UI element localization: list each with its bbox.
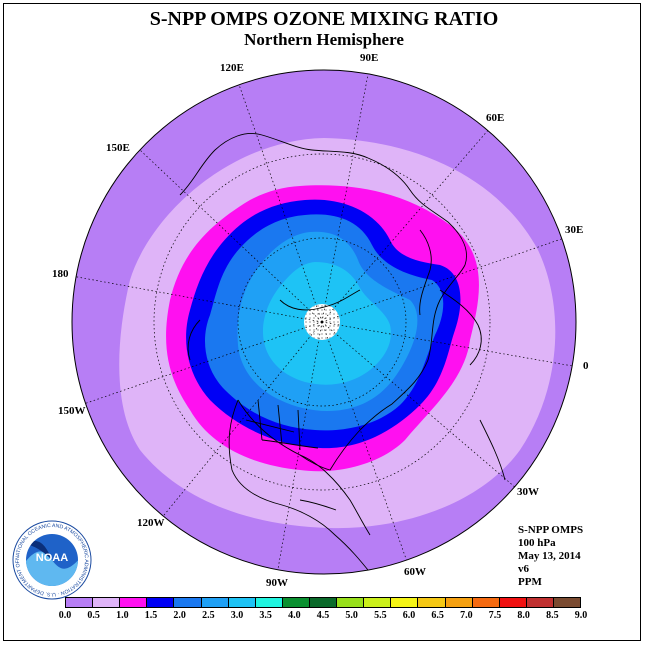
colorbar-ticks: 0.0 0.5 1.0 1.5 2.0 2.5 3.0 3.5 4.0 4.5 5.0 5.5 6.0 6…	[59, 610, 588, 624]
colorbar-segment	[418, 598, 446, 607]
colorbar-segment	[472, 598, 500, 607]
colorbar-segment	[553, 598, 581, 607]
map-subtitle: Northern Hemisphere	[244, 30, 404, 49]
graticule	[72, 70, 576, 574]
noaa-logo: NATIONAL OCEANIC AND ATMOSPHERIC ADMINIS…	[12, 520, 92, 600]
lon-label-150w: 150W	[58, 405, 86, 417]
colorbar-segment	[282, 598, 310, 607]
map-info-block: S-NPP OMPS 100 hPa May 13, 2014 v6 PPM	[518, 524, 583, 589]
lon-label-180: 180	[52, 268, 69, 280]
colorbar-segment	[526, 598, 554, 607]
colorbar-segment	[309, 598, 338, 607]
colorbar-tick-label: 0.5	[87, 610, 100, 621]
colorbar-tick-label: 3.0	[230, 610, 244, 621]
globe-boundary	[71, 69, 577, 575]
colorbar	[65, 597, 581, 608]
colorbar-segment	[255, 598, 283, 607]
colorbar-segment	[499, 598, 527, 607]
colorbar-tick-label: 6.5	[431, 610, 444, 621]
colorbar-segment	[445, 598, 473, 607]
colorbar-segment	[201, 598, 229, 607]
colorbar-tick-label: 7.0	[460, 610, 473, 621]
colorbar-segment	[93, 598, 121, 607]
lon-label-0: 0	[583, 360, 589, 372]
colorbar-tick-label: 4.5	[316, 610, 330, 621]
colorbar-segment	[228, 598, 256, 607]
figure-frame	[3, 3, 641, 641]
colorbar-tick-label: 1.0	[116, 610, 129, 621]
colorbar-tick-label: 2.5	[202, 610, 215, 621]
colorbar-tick-label: 9.0	[574, 610, 588, 621]
lon-label-90e: 90E	[360, 52, 379, 64]
info-version: v6	[518, 563, 529, 575]
lon-label-30w: 30W	[517, 486, 539, 498]
colorbar-segment	[120, 598, 148, 607]
colorbar-tick-label: 5.0	[345, 610, 358, 621]
coastlines	[179, 133, 506, 574]
info-level: 100 hPa	[518, 537, 556, 549]
map-title: S-NPP OMPS OZONE MIXING RATIO	[149, 8, 499, 30]
colorbar-tick-label: 5.5	[374, 610, 387, 621]
colorbar-segment	[391, 598, 419, 607]
info-instrument: S-NPP OMPS	[518, 524, 584, 536]
colorbar-segment	[147, 598, 175, 607]
colorbar-segment	[337, 598, 365, 607]
lon-label-120e: 120E	[220, 62, 244, 74]
colorbar-tick-label: 1.5	[144, 610, 158, 621]
colorbar-segment	[66, 598, 94, 607]
lon-label-150e: 150E	[106, 142, 130, 154]
colorbar-tick-label: 2.0	[173, 610, 186, 621]
colorbar-tick-label: 8.0	[517, 610, 530, 621]
lon-label-60e: 60E	[486, 112, 505, 124]
lon-label-90w: 90W	[266, 577, 288, 589]
lon-label-30e: 30E	[565, 224, 584, 236]
colorbar-segment	[174, 598, 202, 607]
info-date: May 13, 2014	[518, 550, 581, 562]
colorbar-tick-label: 8.5	[546, 610, 559, 621]
colorbar-tick-label: 3.5	[259, 610, 272, 621]
lon-label-120w: 120W	[137, 517, 165, 529]
noaa-logo-text: NOAA	[36, 552, 68, 564]
colorbar-tick-label: 6.0	[402, 610, 416, 621]
info-units: PPM	[518, 576, 542, 588]
lon-label-60w: 60W	[404, 566, 426, 578]
colorbar-tick-label: 7.5	[488, 610, 502, 621]
colorbar-segment	[364, 598, 392, 607]
colorbar-tick-label: 0.0	[58, 610, 72, 621]
colorbar-tick-label: 4.0	[288, 610, 301, 621]
